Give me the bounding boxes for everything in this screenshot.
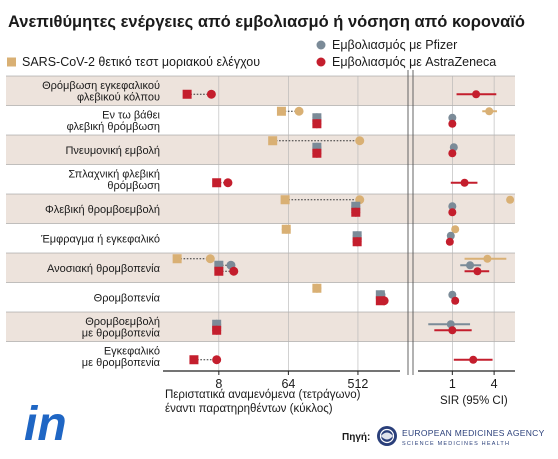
left-tick-label: 8 <box>215 377 222 391</box>
row-label: με θρομβοπενία <box>82 357 161 369</box>
expected-marker-sars <box>276 106 286 116</box>
row-label: Εγκεφαλικό <box>104 346 160 358</box>
observed-marker-astrazeneca <box>312 148 322 158</box>
expected-marker-pfizer <box>214 260 224 270</box>
sir-point-astrazeneca <box>451 296 460 305</box>
row-band <box>6 341 515 371</box>
observed-marker-sars <box>205 254 215 264</box>
legend-label-sars: SARS-CoV-2 θετικό τεστ μοριακού ελέγχου <box>22 55 260 69</box>
ema-logo-icon <box>377 426 397 446</box>
row-band <box>6 282 515 312</box>
row-band <box>6 194 515 224</box>
legend: Εμβολιασμός με Pfizer SARS-CoV-2 θετικό … <box>7 38 496 69</box>
row-label: Φλεβική θρομβοεμβολή <box>45 204 160 216</box>
observed-marker-astrazeneca <box>212 325 222 335</box>
observed-marker-astrazeneca <box>212 355 222 365</box>
sir-point-pfizer <box>446 231 455 240</box>
in-logo: in <box>24 398 67 451</box>
source-label: Πηγή: <box>342 432 370 443</box>
row-label: με θρομβοπενία <box>82 328 161 340</box>
left-tick-label: 64 <box>281 377 295 391</box>
observed-marker-sars <box>281 224 291 234</box>
expected-marker-astrazeneca <box>189 355 199 365</box>
sir-point-pfizer <box>448 202 457 211</box>
row-label: θρόμβωση <box>107 180 160 192</box>
expected-marker-sars <box>172 254 182 264</box>
source-org-name: EUROPEAN MEDICINES AGENCY <box>402 428 545 438</box>
expected-marker-astrazeneca <box>182 89 192 99</box>
legend-label-pfizer: Εμβολιασμός με Pfizer <box>332 38 457 52</box>
expected-marker-sars <box>268 136 278 146</box>
sir-point-pfizer <box>446 320 455 329</box>
expected-marker-astrazeneca <box>212 178 222 188</box>
sir-point-astrazeneca <box>448 149 457 158</box>
row-band <box>6 135 515 165</box>
row-label: Θρόμβωση εγκεφαλικού <box>42 80 160 92</box>
row-label: Εν τω βάθει <box>102 110 160 122</box>
observed-marker-astrazeneca <box>379 296 389 306</box>
right-axis-caption: SIR (95% CI) <box>440 395 508 407</box>
row-band <box>6 164 515 194</box>
source-org-tagline: SCIENCE MEDICINES HEALTH <box>402 441 510 447</box>
right-tick-label: 1 <box>449 377 456 391</box>
row-band <box>6 76 515 106</box>
legend-label-astrazeneca: Εμβολιασμός με AstraZeneca <box>332 55 496 69</box>
sir-marks <box>428 90 515 364</box>
row-label: Έμφραγμα ή εγκεφαλικό <box>40 233 160 245</box>
sir-point-astrazeneca <box>448 208 457 217</box>
row-band <box>6 223 515 253</box>
axes: 8 64 512 1 4 <box>163 370 515 391</box>
sir-point-astrazeneca <box>448 326 457 335</box>
row-label: Θρομβοεμβολή <box>85 316 160 328</box>
observed-marker-astrazeneca <box>352 237 362 247</box>
sir-point-astrazeneca <box>473 267 482 276</box>
observed-marker-astrazeneca <box>206 89 216 99</box>
sir-point-pfizer <box>466 261 475 270</box>
expected-marker-sars <box>280 195 290 205</box>
legend-marker-pfizer <box>316 40 326 50</box>
chart-title: Ανεπιθύμητες ενέργειες από εμβολιασμό ή … <box>8 13 525 31</box>
row-label: φλεβικού κόλπου <box>77 92 160 104</box>
sir-point-astrazeneca <box>448 119 457 128</box>
row-label: Θρομβοπενία <box>94 292 161 304</box>
observed-marker-astrazeneca <box>312 119 322 129</box>
row-band <box>6 312 515 342</box>
row-label: Πνευμονική εμβολή <box>65 145 160 157</box>
sir-point-sars <box>485 107 494 116</box>
sir-point-astrazeneca <box>460 178 469 187</box>
sir-point-sars <box>451 225 460 234</box>
legend-marker-astrazeneca <box>316 57 326 67</box>
left-axis-caption-line2: έναντι παρατηρηθέντων (κύκλος) <box>165 403 333 415</box>
observed-marker-sars <box>355 136 365 146</box>
row-band <box>6 253 515 283</box>
sir-point-astrazeneca <box>472 90 481 99</box>
sir-point-astrazeneca <box>445 237 454 246</box>
expected-marker-astrazeneca <box>214 266 224 276</box>
row-label: φλεβική θρόμβωση <box>67 121 160 133</box>
sir-point-pfizer <box>448 113 457 122</box>
observed-marker-sars <box>312 283 322 293</box>
row-label: Ανοσιακή θρομβοπενία <box>47 263 161 275</box>
sir-point-astrazeneca <box>469 355 478 364</box>
sir-point-pfizer <box>449 143 458 152</box>
count-marks <box>172 89 389 365</box>
left-tick-label: 512 <box>348 377 369 391</box>
legend-marker-sars <box>7 57 16 67</box>
observed-marker-astrazeneca <box>223 178 233 188</box>
observed-marker-astrazeneca <box>351 207 361 217</box>
row-label: Σπλαχνική φλεβική <box>68 169 160 181</box>
observed-marker-astrazeneca <box>229 266 239 276</box>
row-bands <box>6 75 515 371</box>
logo-text: in <box>24 398 67 451</box>
observed-marker-sars <box>294 106 304 116</box>
right-tick-label: 4 <box>491 377 498 391</box>
sir-point-sars <box>506 195 515 204</box>
sir-point-sars <box>483 254 492 263</box>
sir-point-pfizer <box>448 290 457 299</box>
left-axis-caption-line1: Περιστατικά αναμενόμενα (τετράγωνο) <box>165 389 361 401</box>
row-band <box>6 105 515 135</box>
